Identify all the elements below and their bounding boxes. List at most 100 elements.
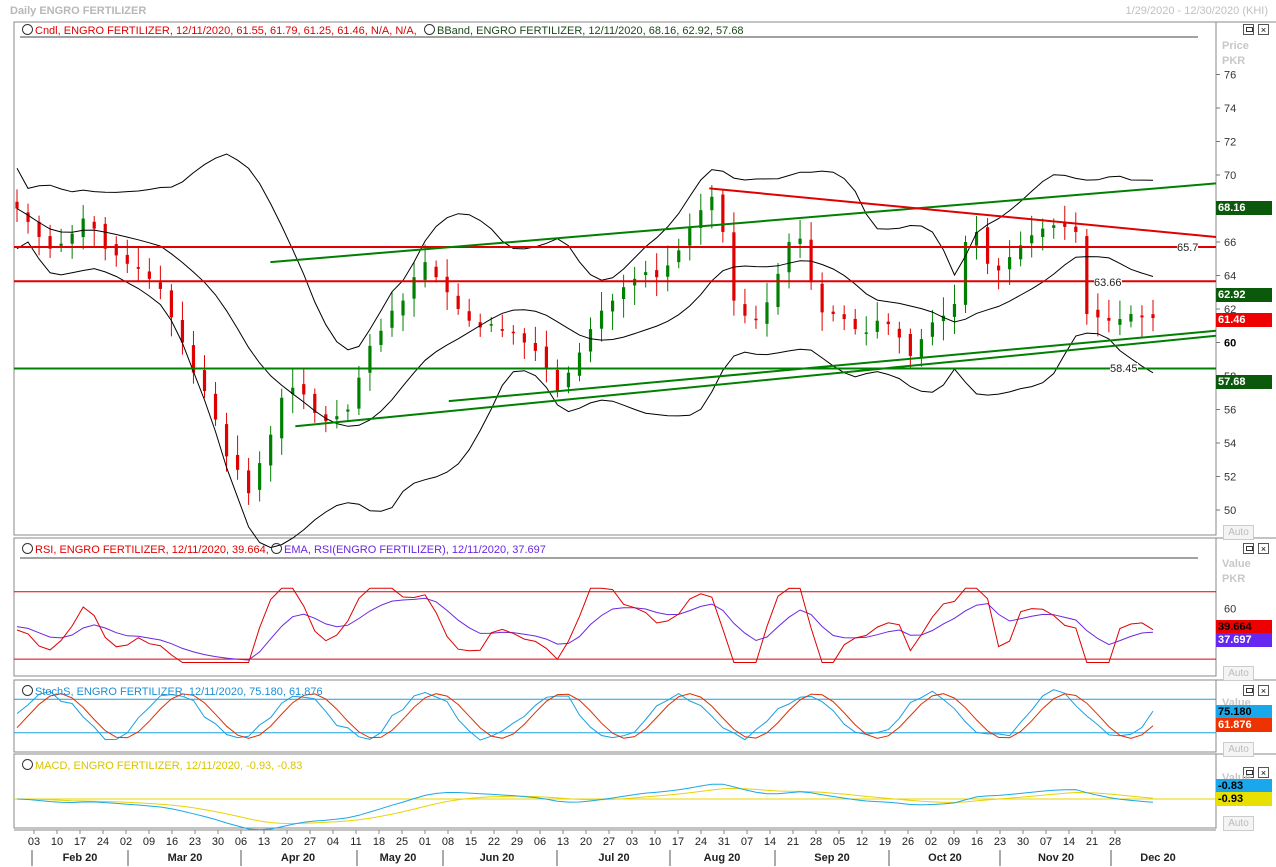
x-tick-label: 16	[971, 836, 983, 848]
candle-body	[114, 244, 118, 256]
bband-legend: BBand, ENGRO FERTILIZER, 12/11/2020, 68.…	[424, 24, 744, 37]
candle-body	[70, 233, 74, 244]
x-tick-label: 28	[810, 836, 822, 848]
x-tick-label: 19	[879, 836, 891, 848]
candle-body	[864, 332, 868, 334]
rsi-value-tag: 39.664	[1216, 620, 1272, 634]
month-label: Sep 20	[814, 852, 849, 864]
rsi-close-button[interactable]	[1258, 543, 1269, 554]
rsi-legend: RSI, ENGRO FERTILIZER, 12/11/2020, 39.66…	[22, 543, 269, 556]
x-tick-label: 14	[764, 836, 776, 848]
x-tick-label: 17	[74, 836, 86, 848]
macd-value-tag: -0.83	[1216, 779, 1272, 793]
month-label: Jul 20	[598, 852, 629, 864]
candle-body	[213, 393, 218, 420]
candle-body	[346, 409, 350, 412]
candle-body	[820, 283, 824, 313]
macd-minimize-button[interactable]	[1243, 767, 1254, 778]
candle-body	[335, 416, 339, 420]
month-label: Oct 20	[928, 852, 962, 864]
candle-body	[434, 266, 438, 278]
rsi-unit-label: Value	[1222, 558, 1251, 570]
price-auto-button[interactable]: Auto	[1223, 525, 1254, 540]
candle-body	[974, 231, 979, 246]
x-tick-label: 07	[741, 836, 753, 848]
x-tick-label: 02	[120, 836, 132, 848]
price-tick-label: 70	[1224, 170, 1236, 182]
stoch-close-button[interactable]	[1258, 685, 1269, 696]
candle-body	[754, 318, 758, 321]
candle-body	[280, 397, 284, 439]
x-tick-label: 03	[626, 836, 638, 848]
x-tick-label: 26	[902, 836, 914, 848]
price-tick-label: 76	[1224, 70, 1236, 82]
candle-body	[1019, 245, 1023, 260]
month-label: Jun 20	[480, 852, 515, 864]
x-tick-label: 03	[28, 836, 40, 848]
candle-body	[655, 270, 659, 278]
candle-body	[235, 454, 240, 470]
bb-upper-tag: 68.16	[1216, 201, 1272, 215]
candle-body	[147, 271, 151, 279]
x-tick-label: 23	[994, 836, 1006, 848]
candle-body	[191, 345, 196, 373]
candle-body	[1074, 226, 1078, 232]
x-tick-label: 24	[695, 836, 707, 848]
candle-body	[357, 377, 361, 409]
macd-auto-button[interactable]: Auto	[1223, 816, 1254, 831]
x-tick-label: 04	[327, 836, 339, 848]
candle-body	[269, 434, 273, 466]
candle-body	[1140, 315, 1144, 318]
macd-close-button[interactable]	[1258, 767, 1269, 778]
x-tick-label: 30	[1017, 836, 1029, 848]
level-label-63-66: 63.66	[1094, 277, 1122, 289]
rsi-tick-label: 60	[1224, 604, 1236, 616]
candle-body	[853, 318, 857, 330]
level-label-65-7: 65.7	[1177, 242, 1199, 254]
rsi-minimize-button[interactable]	[1243, 543, 1254, 554]
level-label-58-45: 58.45	[1110, 363, 1138, 375]
macd-line	[16, 783, 1154, 831]
rsi-auto-button[interactable]: Auto	[1223, 666, 1254, 681]
month-label: May 20	[380, 852, 417, 864]
candle-body	[599, 310, 604, 329]
candle-body	[478, 322, 482, 328]
candle-body	[103, 223, 107, 249]
price-close-button[interactable]	[1258, 24, 1269, 35]
bband-upper-line	[16, 153, 1154, 351]
stoch-auto-button[interactable]: Auto	[1223, 742, 1254, 757]
x-tick-label: 07	[1040, 836, 1052, 848]
price-minimize-button[interactable]	[1243, 24, 1254, 35]
price-tick-label: 66	[1224, 237, 1236, 249]
candle-body	[963, 242, 968, 305]
candle-body	[136, 267, 140, 269]
stoch-k-tag: 75.180	[1216, 705, 1272, 719]
candle-body	[1096, 309, 1100, 318]
x-tick-label: 10	[51, 836, 63, 848]
rsi-legend-text: RSI, ENGRO FERTILIZER, 12/11/2020, 39.66…	[35, 544, 269, 556]
rsi-ema-value-tag: 37.697	[1216, 633, 1272, 647]
stoch-minimize-button[interactable]	[1243, 685, 1254, 696]
stoch-legend: StochS, ENGRO FERTILIZER, 12/11/2020, 75…	[22, 685, 323, 698]
candle-body	[379, 330, 383, 345]
close-price-tag: 61.46	[1216, 313, 1272, 327]
price-tick-label: 74	[1224, 103, 1236, 115]
x-tick-label: 29	[511, 836, 523, 848]
price-tick-label: 52	[1224, 472, 1236, 484]
price-tick-label: 56	[1224, 405, 1236, 417]
month-label: Feb 20	[63, 852, 98, 864]
candle-body	[765, 302, 769, 324]
candle-body	[324, 414, 328, 422]
candle-body	[522, 333, 526, 343]
date-range: 1/29/2020 - 12/30/2020 (KHI)	[1125, 5, 1268, 17]
candle-body	[92, 221, 96, 229]
candle-legend-icon	[22, 24, 33, 35]
candle-body	[1041, 228, 1045, 237]
bband-middle-line	[16, 208, 1154, 427]
candle-body	[48, 236, 52, 249]
candle-body	[81, 218, 85, 238]
stoch-d-tag: 61.876	[1216, 718, 1272, 732]
candle-body	[59, 243, 63, 246]
candle-body	[1118, 319, 1122, 325]
